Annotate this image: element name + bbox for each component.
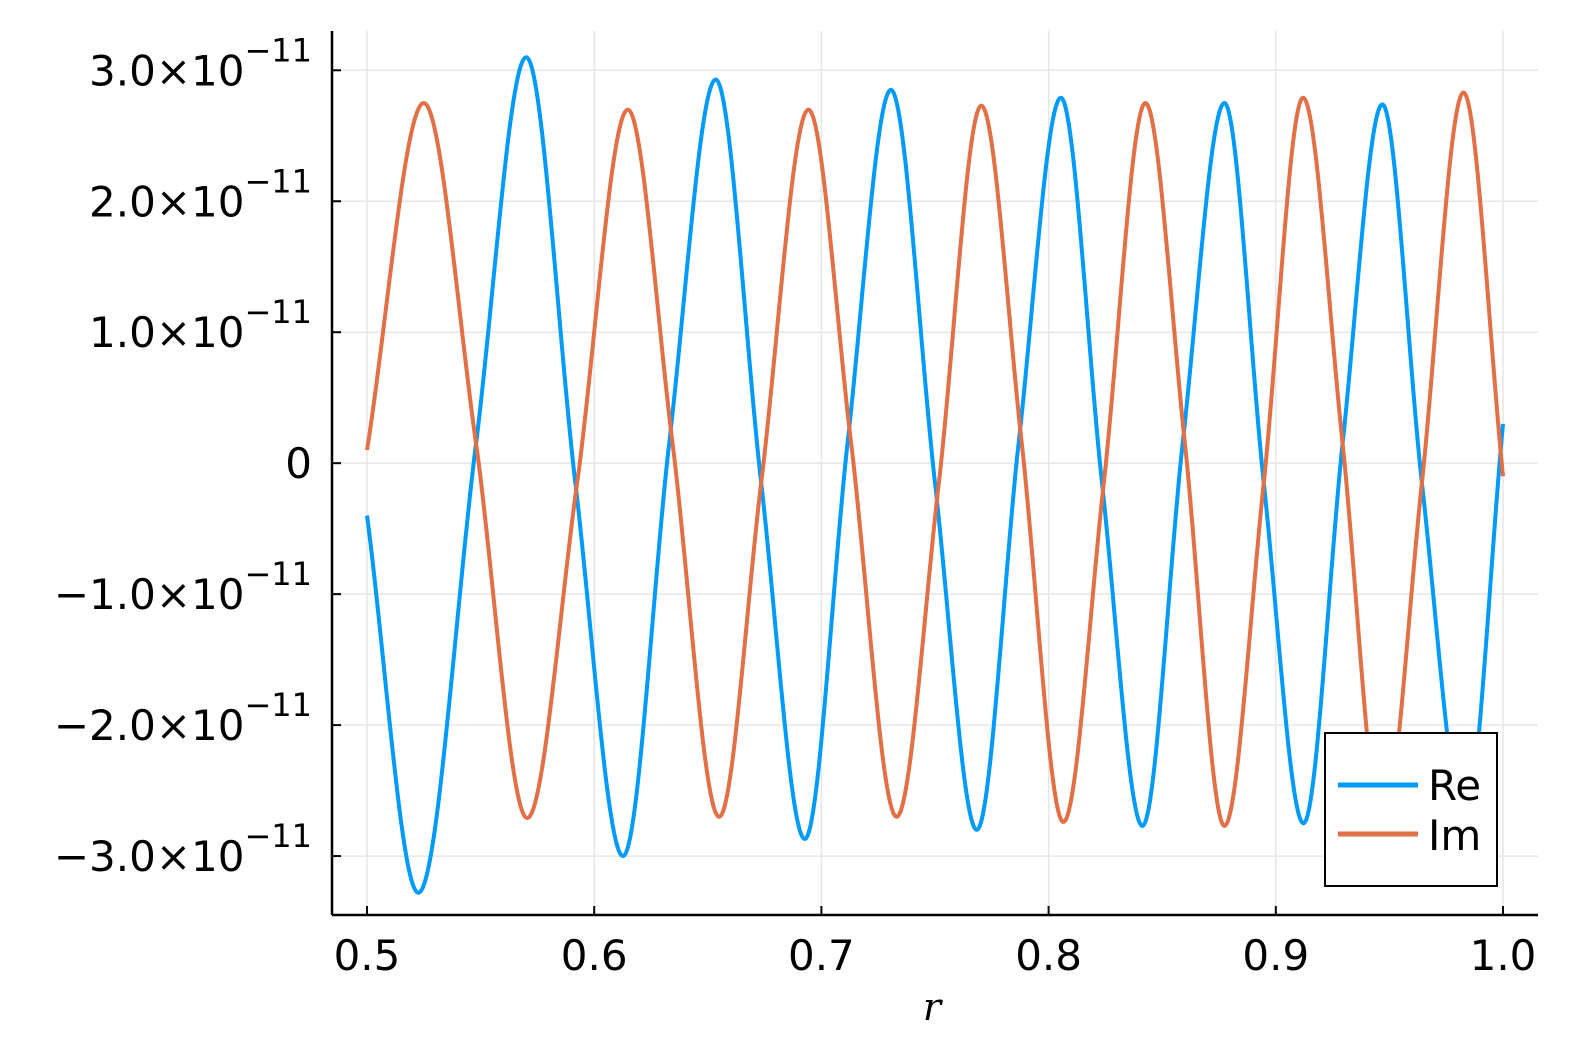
y-tick-label: −1.0×10−11 (54, 555, 312, 619)
y-tick-mantissa: −2.0×10 (54, 701, 245, 750)
y-tick-label: 3.0×10−11 (89, 31, 312, 95)
legend: Re Im (1324, 732, 1498, 887)
y-tick-mantissa: 0 (285, 439, 312, 488)
x-tick-label: 0.5 (334, 931, 401, 980)
legend-box (1324, 732, 1498, 887)
y-tick-mantissa: 2.0×10 (89, 177, 244, 226)
legend-label-im: Im (1428, 811, 1481, 860)
y-tick-label: 0 (285, 439, 312, 488)
y-tick-exponent: −11 (244, 162, 312, 200)
series-line-im (365, 90, 1505, 832)
y-tick-mantissa: −1.0×10 (54, 570, 245, 619)
y-tick-mantissa: 1.0×10 (89, 308, 244, 357)
x-axis-title: r (923, 985, 944, 1029)
y-tick-mantissa: 3.0×10 (89, 46, 244, 95)
x-tick-label: 0.6 (561, 931, 628, 980)
y-tick-label: 1.0×10−11 (89, 293, 312, 357)
x-tick-label: 1.0 (1470, 931, 1537, 980)
y-tick-exponent: −11 (244, 686, 312, 724)
y-tick-mantissa: −3.0×10 (54, 832, 245, 881)
y-tick-label: −2.0×10−11 (54, 686, 312, 750)
series-line-re (365, 55, 1506, 895)
y-tick-exponent: −11 (244, 293, 312, 331)
y-tick-label: 2.0×10−11 (89, 162, 312, 226)
y-tick-exponent: −11 (244, 31, 312, 69)
x-tick-label: 0.9 (1242, 931, 1309, 980)
series-layer (365, 55, 1506, 895)
y-tick-exponent: −11 (244, 817, 312, 855)
y-ticks: 3.0×10−112.0×10−111.0×10−110−1.0×10−11−2… (54, 31, 341, 881)
legend-label-re: Re (1428, 761, 1481, 810)
y-gridlines (332, 69, 1538, 857)
x-tick-label: 0.8 (1015, 931, 1082, 980)
x-tick-label: 0.7 (788, 931, 855, 980)
x-ticks: 0.5 0.6 0.7 0.8 0.9 1.0 (334, 906, 1537, 980)
y-tick-label: −3.0×10−11 (54, 817, 312, 881)
y-tick-exponent: −11 (244, 555, 312, 593)
